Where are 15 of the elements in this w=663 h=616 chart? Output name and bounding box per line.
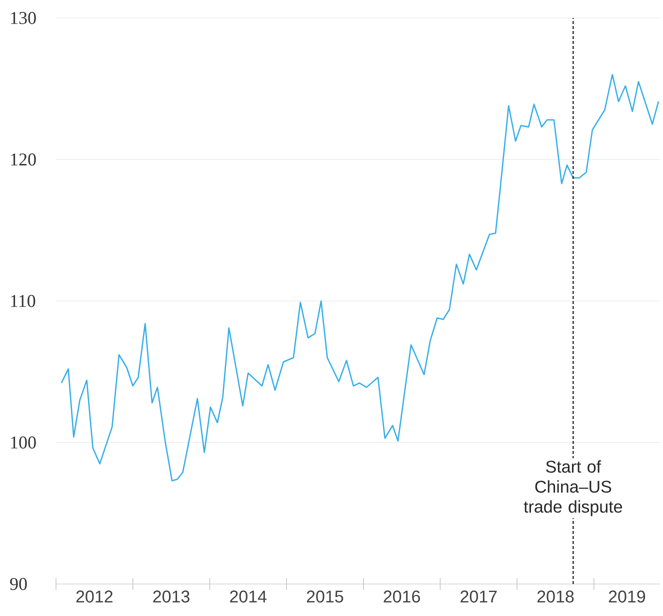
y-tick-label: 90 [10,578,27,590]
line-series [60,74,660,482]
y-tick-label: 130 [11,12,36,24]
y-tick-label: 100 [11,436,36,449]
x-tick-label: 2015 [306,590,344,603]
x-tick-label: 2014 [230,590,267,603]
x-tick-label: 2019 [608,590,646,603]
y-tick-label: 110 [11,294,36,308]
x-tick-label: 2013 [153,590,190,603]
x-tick-label: 2016 [384,590,420,603]
x-tick-label: 2018 [537,590,574,603]
y-tick-label: 120 [11,153,36,166]
ref-line-label: Start of China–US trade dispute [524,460,622,516]
x-tick-label: 2017 [460,590,497,603]
x-tick-label: 2012 [76,590,112,603]
